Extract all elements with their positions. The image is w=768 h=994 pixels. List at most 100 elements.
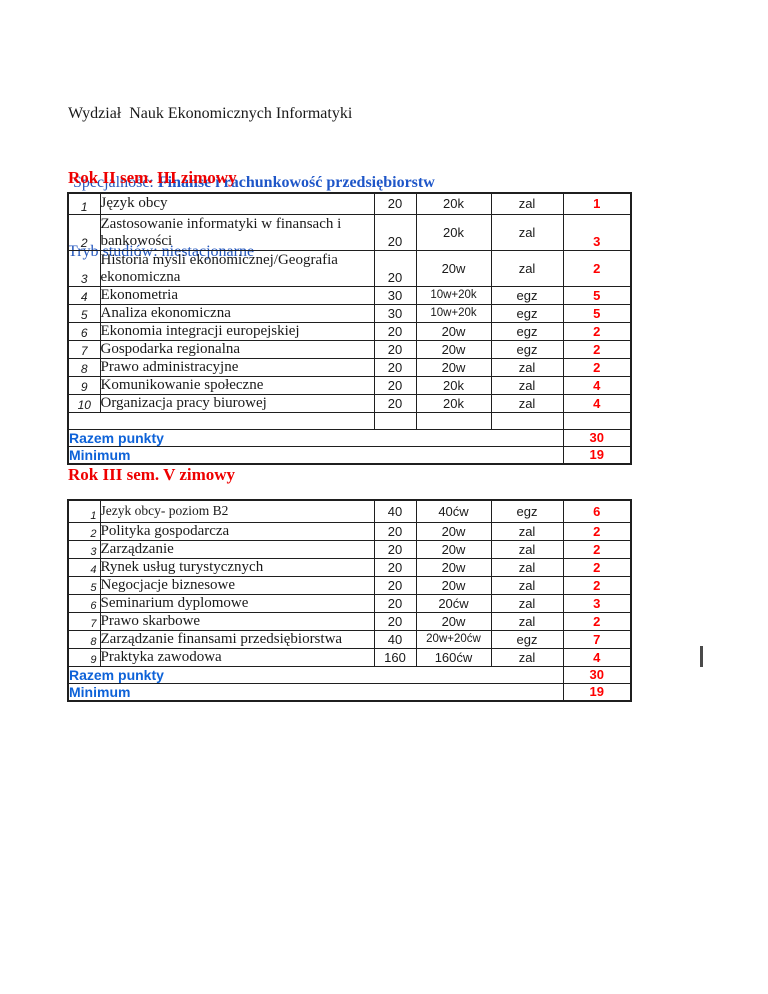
course-cell: Prawo administracyjne: [99, 357, 375, 377]
exam-cell: egz: [490, 629, 564, 649]
points-cell: 4: [562, 647, 632, 667]
type-cell: 10w+20k: [415, 285, 492, 305]
points-cell: 4: [562, 375, 632, 395]
hours-cell: 20: [373, 321, 417, 341]
exam-cell: egz: [490, 339, 564, 359]
course-cell: Historia mysli ekonomicznej/Geografia ek…: [99, 249, 375, 287]
course-cell: Prawo skarbowe: [99, 611, 375, 631]
summary-row: Razem punkty 30: [67, 428, 632, 447]
points-cell: 3: [562, 593, 632, 613]
table-row: 8 Zarządzanie finansami przedsiębiorstwa 4…: [67, 629, 632, 649]
section-heading-rok-3: Rok III sem. V zimowy: [68, 465, 236, 484]
course-cell: Ekonometria: [99, 285, 375, 305]
points-cell: 2: [562, 339, 632, 359]
course-cell: Ekonomia integracji europejskiej: [99, 321, 375, 341]
exam-cell: zal: [490, 593, 564, 613]
points-cell: 1: [562, 192, 632, 215]
hours-cell: 30: [373, 285, 417, 305]
num-cell: 3: [67, 249, 101, 287]
table-row: 2 Polityka gospodarcza 20 20w zal 2: [67, 521, 632, 541]
hours-cell: [373, 411, 417, 430]
hours-cell: 20: [373, 539, 417, 559]
course-cell: Organizacja pracy biurowej: [99, 393, 375, 413]
type-cell: 20w: [415, 611, 492, 631]
num-cell: 2: [67, 213, 101, 251]
exam-cell: zal: [490, 357, 564, 377]
course-cell: Zarządzanie finansami przedsiębiorstwa: [99, 629, 375, 649]
hours-cell: 20: [373, 611, 417, 631]
table-row: 4 Rynek usług turystycznych 20 20w zal 2: [67, 557, 632, 577]
num-cell: 8: [67, 357, 101, 377]
course-cell: Zarządzanie: [99, 539, 375, 559]
course-cell: Język obcy: [99, 192, 375, 215]
hours-cell: 20: [373, 393, 417, 413]
table-row: 3 Historia mysli ekonomicznej/Geografia e…: [67, 249, 632, 287]
course-cell: Gospodarka regionalna: [99, 339, 375, 359]
hours-cell: 30: [373, 303, 417, 323]
summary-value: 19: [562, 445, 632, 464]
points-cell: 2: [562, 249, 632, 287]
course-cell: Praktyka zawodowa: [99, 647, 375, 667]
speciality-line: Specjalność: Finanse i rachunkowość prze…: [68, 171, 435, 194]
table-row: 3 Zarządzanie 20 20w zal 2: [67, 539, 632, 559]
type-cell: 160ćw: [415, 647, 492, 667]
summary-label: Razem punkty: [67, 428, 564, 447]
exam-cell: zal: [490, 375, 564, 395]
points-cell: 2: [562, 321, 632, 341]
summary-value: 30: [562, 665, 632, 684]
num-cell: 7: [67, 339, 101, 359]
summary-value: 19: [562, 682, 632, 701]
table-row: 1 Język obcy 20 20k zal 1: [67, 192, 632, 215]
table-row: 6 Seminarium dyplomowe 20 20ćw zal 3: [67, 593, 632, 613]
table-row: 9 Komunikowanie społeczne 20 20k zal 4: [67, 375, 632, 395]
text-cursor-mark: [700, 646, 703, 667]
exam-cell: [490, 411, 564, 430]
num-cell: 7: [67, 611, 101, 631]
summary-row: Minimum 19: [67, 445, 632, 464]
table-row: 1 Jezyk obcy- poziom B2 40 40ćw egz 6: [67, 499, 632, 523]
exam-cell: egz: [490, 321, 564, 341]
type-cell: 20ćw: [415, 593, 492, 613]
type-cell: 20k: [415, 192, 492, 215]
hours-cell: 20: [373, 213, 417, 251]
table-row: 6 Ekonomia integracji europejskiej 20 20w eg…: [67, 321, 632, 341]
summary-label: Minimum: [67, 682, 564, 701]
num-cell: 5: [67, 303, 101, 323]
num-cell: 1: [67, 192, 101, 215]
num-cell: 2: [67, 521, 101, 541]
course-cell: Jezyk obcy- poziom B2: [99, 499, 375, 523]
points-cell: 2: [562, 521, 632, 541]
num-cell: 3: [67, 539, 101, 559]
section-heading-rok-2: Rok II sem. III zimowy: [68, 168, 237, 187]
exam-cell: zal: [490, 575, 564, 595]
points-cell: 2: [562, 539, 632, 559]
points-cell: 6: [562, 499, 632, 523]
type-cell: 10w+20k: [415, 303, 492, 323]
type-cell: 20k: [415, 393, 492, 413]
type-cell: [415, 411, 492, 430]
type-cell: 20w: [415, 249, 492, 287]
points-cell: 7: [562, 629, 632, 649]
hours-cell: 40: [373, 499, 417, 523]
points-cell: 2: [562, 575, 632, 595]
type-cell: 20w: [415, 357, 492, 377]
num-cell: 4: [67, 285, 101, 305]
num-cell: 5: [67, 575, 101, 595]
num-cell: 8: [67, 629, 101, 649]
hours-cell: 20: [373, 249, 417, 287]
type-cell: 20w: [415, 339, 492, 359]
points-cell: 2: [562, 557, 632, 577]
table-row: 9 Praktyka zawodowa 160 160ćw zal 4: [67, 647, 632, 667]
exam-cell: zal: [490, 249, 564, 287]
num-cell: 6: [67, 593, 101, 613]
course-cell: Komunikowanie społeczne: [99, 375, 375, 395]
hours-cell: 160: [373, 647, 417, 667]
num-cell: 9: [67, 647, 101, 667]
table-row: 8 Prawo administracyjne 20 20w zal 2: [67, 357, 632, 377]
course-cell: Polityka gospodarcza: [99, 521, 375, 541]
speciality-label: Specjalność:: [73, 174, 158, 191]
hours-cell: 20: [373, 575, 417, 595]
faculty-title: Wydział Nauk Ekonomicznych Informatyki: [68, 105, 353, 122]
hours-cell: 20: [373, 521, 417, 541]
